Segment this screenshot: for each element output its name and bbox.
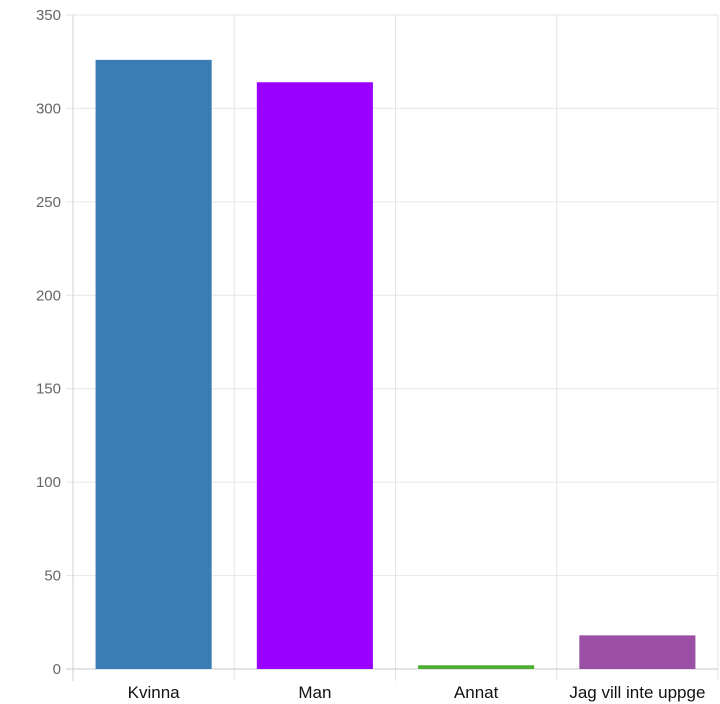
bar-kvinna — [95, 59, 212, 670]
y-tick-label: 200 — [36, 287, 61, 304]
y-tick-label: 300 — [36, 100, 61, 117]
y-tick-label: 100 — [36, 474, 61, 491]
bar-man — [256, 82, 373, 670]
bar-annat — [418, 665, 535, 669]
y-tick-label: 150 — [36, 381, 61, 398]
y-axis-tick-labels: 0 50 100 150 200 250 300 350 — [36, 7, 61, 678]
x-axis-tick-labels: Kvinna Man Annat Jag vill inte uppge — [128, 683, 706, 702]
x-tick-label: Kvinna — [128, 683, 181, 702]
y-tick-label: 250 — [36, 194, 61, 211]
y-tick-label: 350 — [36, 7, 61, 24]
bar-jag-vill-inte-uppge — [579, 635, 696, 669]
x-tick-label: Jag vill inte uppge — [569, 683, 705, 702]
y-tick-label: 50 — [44, 568, 61, 585]
y-tick-label: 0 — [53, 661, 61, 678]
x-tick-label: Man — [298, 683, 331, 702]
bars — [95, 59, 696, 670]
x-tick-label: Annat — [454, 683, 499, 702]
